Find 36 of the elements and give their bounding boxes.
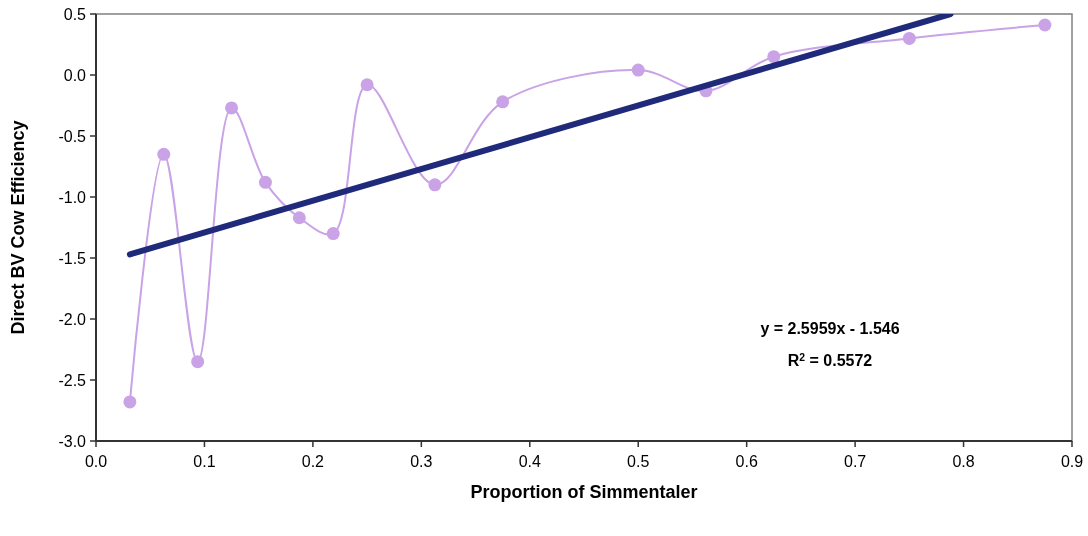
y-tick-label: 0.5	[63, 5, 87, 23]
y-tick-label: -1.0	[58, 188, 87, 206]
x-tick-label: 0.6	[735, 453, 758, 470]
x-tick-label: 0.4	[518, 453, 541, 470]
y-tick-label: -3.0	[58, 432, 87, 450]
x-axis-title: Proportion of Simmentaler	[470, 482, 698, 502]
y-tick-label: -1.5	[58, 249, 87, 267]
x-tick-label: 0.0	[84, 453, 108, 470]
point	[258, 175, 272, 189]
point	[428, 178, 442, 192]
annotation: R$^{2}$ = 0.5572	[787, 351, 873, 369]
x-tick-label: 0.8	[952, 453, 975, 470]
point	[631, 63, 645, 77]
x-tick-label: 0.3	[410, 453, 433, 470]
point	[123, 395, 137, 409]
annotation: y = 2.5959x - 1.546	[760, 320, 900, 337]
point	[496, 95, 510, 109]
point	[225, 101, 239, 115]
y-axis-title: Direct BV Cow Efficiency	[8, 120, 28, 335]
point	[292, 211, 306, 225]
point	[360, 78, 374, 92]
point	[1038, 18, 1052, 32]
y-tick-label: -2.5	[58, 371, 87, 389]
x-tick-label: 0.5	[627, 453, 650, 470]
point	[326, 227, 340, 241]
point	[767, 50, 781, 64]
x-tick-label: 0.1	[193, 453, 216, 470]
x-tick-label: 0.7	[843, 453, 867, 470]
y-tick-label: 0.0	[63, 66, 87, 84]
y-tick-label: -2.0	[58, 310, 87, 328]
point	[191, 355, 205, 369]
y-tick-label: -0.5	[58, 127, 87, 145]
point	[157, 147, 171, 161]
x-tick-label: 0.2	[301, 453, 325, 470]
x-tick-label: 0.9	[1060, 453, 1084, 470]
point	[902, 31, 916, 45]
